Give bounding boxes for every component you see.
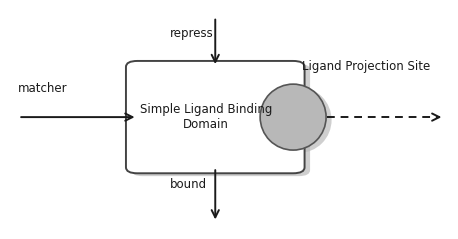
Ellipse shape xyxy=(260,84,326,150)
Text: bound: bound xyxy=(169,178,207,190)
FancyBboxPatch shape xyxy=(126,61,305,173)
Text: Ligand Projection Site: Ligand Projection Site xyxy=(302,60,431,73)
FancyBboxPatch shape xyxy=(131,64,310,176)
Text: Simple Ligand Binding
Domain: Simple Ligand Binding Domain xyxy=(140,103,273,131)
Text: matcher: matcher xyxy=(18,82,68,95)
Ellipse shape xyxy=(266,87,332,153)
Text: repress: repress xyxy=(169,27,213,40)
